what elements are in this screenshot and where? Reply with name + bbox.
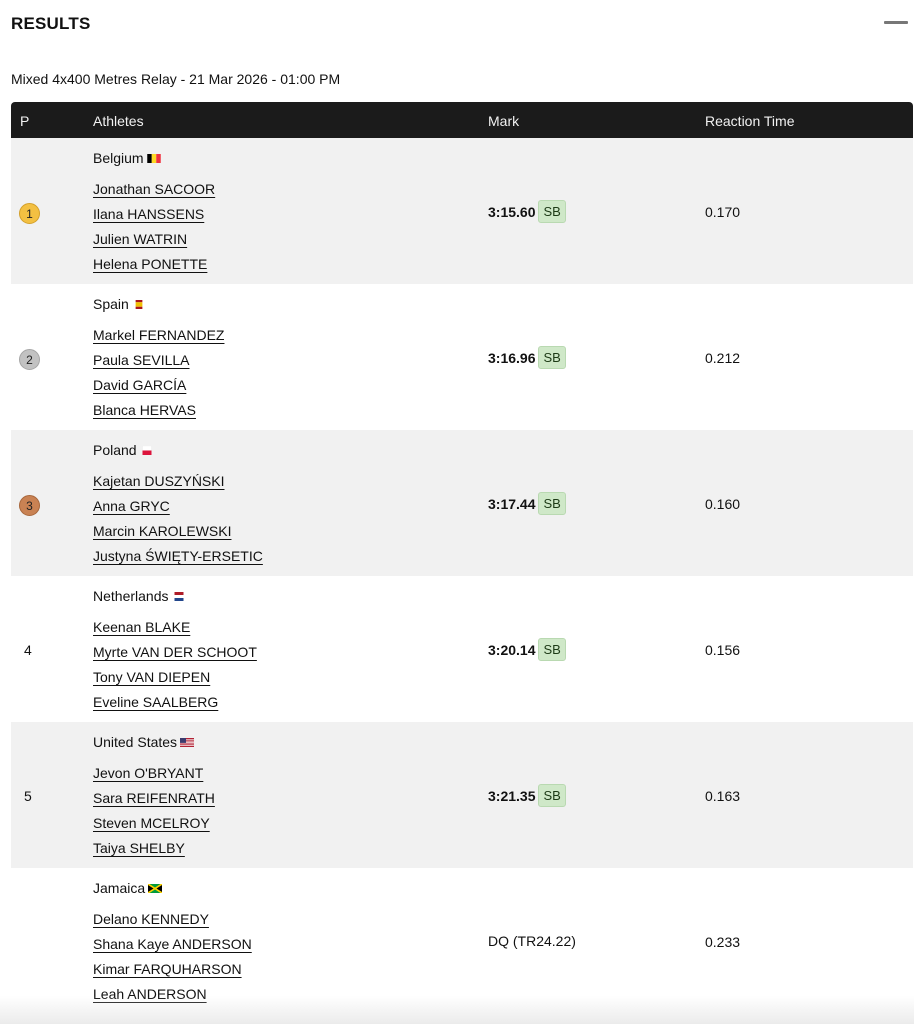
- mark-value: 3:21.35 SB: [488, 784, 566, 807]
- athlete-link[interactable]: Keenan BLAKE: [93, 619, 191, 635]
- season-best-badge: SB: [538, 200, 566, 223]
- country-label: Netherlands: [93, 588, 169, 604]
- header-reaction-time: Reaction Time: [705, 113, 795, 129]
- usa-flag-icon: [180, 737, 195, 747]
- athlete-link[interactable]: Markel FERNANDEZ: [93, 327, 225, 343]
- athlete-link[interactable]: Marcin KAROLEWSKI: [93, 523, 232, 539]
- mark-text: DQ (TR24.22): [488, 933, 576, 949]
- reaction-time: 0.170: [705, 204, 741, 220]
- header-athletes: Athletes: [93, 113, 144, 129]
- table-row: 1 Belgium Jonathan SACOOR Ilana HANSSENS…: [11, 138, 913, 284]
- country-label: United States: [93, 734, 178, 750]
- table-row: 4 Netherlands Keenan BLAKE Myrte VAN DER…: [11, 576, 913, 722]
- country-label: Belgium: [93, 150, 144, 166]
- results-header: RESULTS: [11, 0, 908, 48]
- event-title: Mixed 4x400 Metres Relay - 21 Mar 2026 -…: [11, 71, 341, 87]
- position-number: 5: [24, 788, 32, 804]
- spain-flag-icon: [135, 299, 143, 309]
- athlete-link[interactable]: Eveline SAALBERG: [93, 694, 219, 710]
- season-best-badge: SB: [538, 638, 566, 661]
- athlete-link[interactable]: Taiya SHELBY: [93, 840, 185, 856]
- mark-value: 3:20.14 SB: [488, 638, 566, 661]
- athlete-link[interactable]: Jonathan SACOOR: [93, 181, 216, 197]
- header-mark: Mark: [488, 113, 520, 129]
- athlete-link[interactable]: Kimar FARQUHARSON: [93, 961, 242, 977]
- jamaica-flag-icon: [148, 883, 163, 893]
- athlete-link[interactable]: Julien WATRIN: [93, 231, 188, 247]
- athlete-link[interactable]: Delano KENNEDY: [93, 911, 209, 927]
- country-name: Belgium: [93, 150, 161, 166]
- bronze-medal-badge: 3: [19, 495, 40, 516]
- position-number: 4: [24, 642, 32, 658]
- belgium-flag-icon: [146, 153, 161, 163]
- collapse-button[interactable]: [881, 12, 911, 32]
- mark-text: 3:15.60: [488, 203, 536, 220]
- athlete-list: Jevon O'BRYANT Sara REIFENRATH Steven MC…: [93, 761, 215, 861]
- country-label: Poland: [93, 442, 137, 458]
- netherlands-flag-icon: [174, 591, 183, 601]
- athlete-list: Kajetan DUSZYŃSKI Anna GRYC Marcin KAROL…: [93, 469, 263, 569]
- country-name: Jamaica: [93, 880, 163, 896]
- mark-text: 3:21.35: [488, 787, 536, 804]
- athlete-link[interactable]: Paula SEVILLA: [93, 352, 190, 368]
- table-row: 5 United States Jevon O'BRYANT Sara REIF…: [11, 722, 913, 868]
- reaction-time: 0.212: [705, 350, 741, 366]
- reaction-time: 0.163: [705, 788, 741, 804]
- table-row: 2 Spain Markel FERNANDEZ Paula SEVILLA D…: [11, 284, 913, 430]
- country-name: United States: [93, 734, 195, 750]
- mark-text: 3:17.44: [488, 495, 536, 512]
- athlete-link[interactable]: Anna GRYC: [93, 498, 170, 514]
- athlete-link[interactable]: Shana Kaye ANDERSON: [93, 936, 252, 952]
- gold-medal-badge: 1: [19, 203, 40, 224]
- season-best-badge: SB: [538, 346, 566, 369]
- country-name: Netherlands: [93, 588, 186, 604]
- athlete-link[interactable]: Kajetan DUSZYŃSKI: [93, 473, 225, 489]
- athlete-link[interactable]: Myrte VAN DER SCHOOT: [93, 644, 257, 660]
- country-label: Jamaica: [93, 880, 146, 896]
- country-label: Spain: [93, 296, 129, 312]
- results-table: P Athletes Mark Reaction Time 1 Belgium …: [11, 102, 913, 1002]
- athlete-list: Delano KENNEDY Shana Kaye ANDERSON Kimar…: [93, 907, 252, 1007]
- poland-flag-icon: [141, 445, 152, 455]
- table-header: P Athletes Mark Reaction Time: [11, 102, 913, 138]
- mark-value: 3:17.44 SB: [488, 492, 566, 515]
- section-title: RESULTS: [11, 14, 91, 33]
- bottom-fade: [0, 996, 914, 1024]
- header-position: P: [20, 113, 30, 129]
- season-best-badge: SB: [538, 492, 566, 515]
- athlete-link[interactable]: Helena PONETTE: [93, 256, 208, 272]
- athlete-list: Keenan BLAKE Myrte VAN DER SCHOOT Tony V…: [93, 615, 257, 715]
- mark-text: 3:16.96: [488, 349, 536, 366]
- reaction-time: 0.233: [705, 934, 741, 950]
- country-name: Poland: [93, 442, 154, 458]
- athlete-link[interactable]: Sara REIFENRATH: [93, 790, 215, 806]
- reaction-time: 0.160: [705, 496, 741, 512]
- athlete-link[interactable]: Ilana HANSSENS: [93, 206, 205, 222]
- table-row: 3 Poland Kajetan DUSZYŃSKI Anna GRYC Mar…: [11, 430, 913, 576]
- country-name: Spain: [93, 296, 146, 312]
- athlete-link[interactable]: Steven MCELROY: [93, 815, 210, 831]
- athlete-list: Jonathan SACOOR Ilana HANSSENS Julien WA…: [93, 177, 215, 277]
- athlete-link[interactable]: Tony VAN DIEPEN: [93, 669, 211, 685]
- athlete-link[interactable]: David GARCÍA: [93, 377, 187, 393]
- table-row: Jamaica Delano KENNEDY Shana Kaye ANDERS…: [11, 868, 913, 1002]
- mark-value: DQ (TR24.22): [488, 933, 576, 949]
- mark-text: 3:20.14: [488, 641, 536, 658]
- athlete-link[interactable]: Blanca HERVAS: [93, 402, 196, 418]
- mark-value: 3:16.96 SB: [488, 346, 566, 369]
- athlete-link[interactable]: Jevon O'BRYANT: [93, 765, 204, 781]
- athlete-list: Markel FERNANDEZ Paula SEVILLA David GAR…: [93, 323, 224, 423]
- reaction-time: 0.156: [705, 642, 741, 658]
- season-best-badge: SB: [538, 784, 566, 807]
- minus-icon: [884, 21, 908, 24]
- silver-medal-badge: 2: [19, 349, 40, 370]
- athlete-link[interactable]: Justyna ŚWIĘTY-ERSETIC: [93, 548, 263, 564]
- mark-value: 3:15.60 SB: [488, 200, 566, 223]
